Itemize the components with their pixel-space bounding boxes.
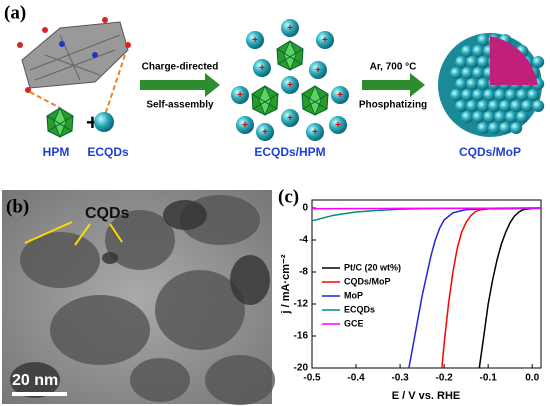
assembly [231, 19, 349, 141]
sphere [477, 122, 490, 134]
cutaway [490, 36, 538, 85]
ecqd-icon [94, 112, 114, 132]
series-line [478, 207, 542, 369]
sphere [450, 67, 463, 79]
ecqds-label: ECQDs [87, 145, 129, 159]
sphere [472, 89, 485, 101]
sphere [466, 100, 479, 112]
sphere [472, 67, 485, 79]
sphere [488, 122, 501, 134]
sphere [494, 89, 507, 101]
sphere [477, 100, 490, 112]
sphere [483, 89, 496, 101]
sphere [505, 111, 518, 123]
sphere [505, 89, 518, 101]
x-tick-label: -0.4 [347, 373, 365, 384]
sphere [455, 78, 468, 90]
series-line [311, 207, 542, 210]
sphere [527, 89, 540, 101]
sphere [472, 111, 485, 123]
step-label: Ar, 700 °C [370, 62, 417, 73]
legend-label: Pt/C (20 wt%) [344, 262, 401, 272]
x-tick-label: -0.2 [435, 373, 453, 384]
x-tick-label: -0.1 [480, 373, 498, 384]
sphere [477, 34, 490, 46]
sphere [466, 56, 479, 68]
arrow [140, 73, 220, 97]
sphere [510, 122, 523, 134]
sphere [494, 111, 507, 123]
y-axis-title: j / mA·cm⁻² [280, 254, 292, 314]
plus: + [86, 110, 99, 135]
sphere [516, 89, 529, 101]
panel-label: (a) [4, 2, 26, 23]
sphere [483, 111, 496, 123]
series-line [408, 207, 542, 369]
sphere [461, 89, 474, 101]
step-label: Phosphatizing [359, 100, 427, 111]
series-line [311, 207, 542, 222]
scale-label: 20 nm [12, 372, 58, 389]
sphere [488, 100, 501, 112]
sphere [472, 45, 485, 57]
sphere [461, 45, 474, 57]
sphere [516, 111, 529, 123]
arrow [362, 73, 425, 97]
graphene-sheet [17, 17, 131, 93]
sphere [521, 100, 534, 112]
x-tick-label: -0.5 [303, 373, 321, 384]
scale-bar [12, 392, 67, 396]
sphere [510, 100, 523, 112]
legend-label: ECQDs [344, 304, 375, 314]
legend-label: CQDs/MoP [344, 276, 391, 286]
sphere [477, 56, 490, 68]
annotation: CQDs [85, 205, 130, 222]
sphere [455, 56, 468, 68]
x-tick-label: 0.0 [525, 373, 539, 384]
y-tick-label: -12 [294, 299, 309, 310]
legend-label: MoP [344, 290, 363, 300]
step-label: Self-assembly [146, 100, 214, 111]
sphere [466, 78, 479, 90]
step-label: Charge-directed [142, 62, 219, 73]
product-label: CQDs/MoP [459, 145, 521, 159]
sphere [532, 56, 545, 68]
sphere [532, 100, 545, 112]
hpm-label: HPM [43, 145, 70, 159]
sphere [450, 89, 463, 101]
sphere [461, 67, 474, 79]
intermediate-label: ECQDs/HPM [254, 145, 325, 159]
x-tick-label: -0.3 [391, 373, 409, 384]
dashed-link [104, 54, 126, 116]
y-tick-label: -8 [299, 267, 308, 278]
annotation-arrows [24, 221, 123, 246]
hpm-icon [46, 107, 74, 138]
plot-frame [311, 199, 542, 369]
panel-label: (c) [278, 186, 299, 207]
dashed-link [29, 91, 61, 109]
sphere [477, 78, 490, 90]
legend-label: GCE [344, 318, 364, 328]
sphere [499, 122, 512, 134]
sphere [461, 111, 474, 123]
sphere [455, 100, 468, 112]
y-tick-label: -20 [294, 363, 309, 374]
x-axis-title: E / V vs. RHE [392, 390, 460, 402]
y-tick-label: 0 [302, 203, 308, 214]
y-tick-label: -16 [294, 331, 309, 342]
tem-image [2, 190, 275, 405]
panel-label: (b) [6, 196, 29, 217]
sphere [499, 100, 512, 112]
y-tick-label: -4 [299, 235, 308, 246]
